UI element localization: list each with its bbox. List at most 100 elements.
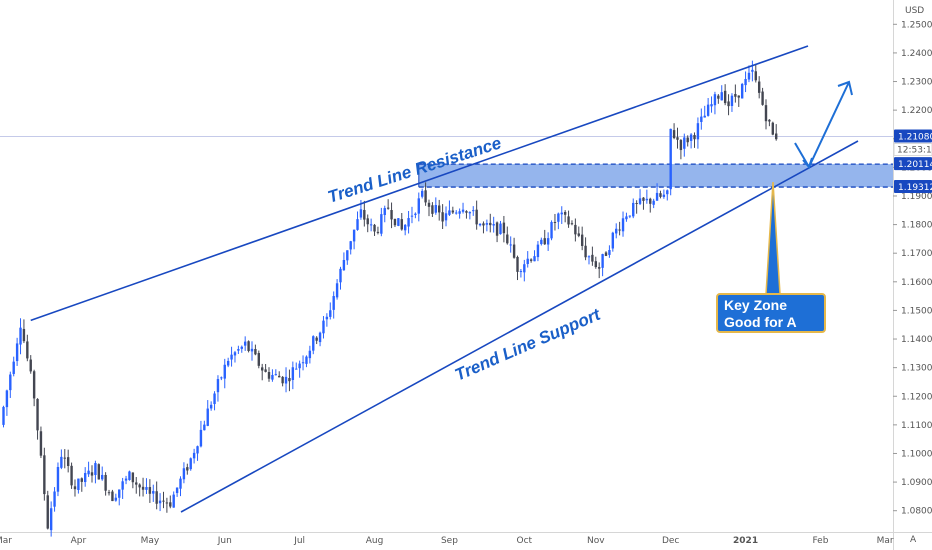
candle-body xyxy=(557,213,560,222)
candle-body xyxy=(175,487,179,494)
candle-body xyxy=(420,190,424,197)
candle-body xyxy=(611,232,615,249)
candle-body xyxy=(322,320,325,334)
candle-body xyxy=(346,250,349,261)
candle-body xyxy=(540,239,543,245)
candle-body xyxy=(376,231,380,233)
candle-body xyxy=(366,218,369,225)
candle-body xyxy=(131,472,135,483)
candle-body xyxy=(403,224,407,231)
candle-body xyxy=(237,349,240,351)
candle-body xyxy=(533,256,536,262)
candle-body xyxy=(740,83,744,99)
resistance-trendline xyxy=(30,45,809,322)
candle-body xyxy=(5,390,9,408)
candle-body xyxy=(315,337,318,341)
x-tick-label: Sep xyxy=(441,536,458,546)
candle-body xyxy=(574,224,577,235)
candle-body xyxy=(669,128,672,190)
currency-label: USD xyxy=(905,6,924,16)
candle-body xyxy=(19,327,22,345)
candle-body xyxy=(734,94,737,97)
y-tick-label: 1.16000 xyxy=(901,278,932,288)
candle-body xyxy=(261,367,264,371)
candle-body xyxy=(230,354,233,360)
candle-body xyxy=(36,398,39,431)
pullback-arrowhead xyxy=(802,157,813,169)
y-tick-label: 1.25000 xyxy=(901,20,932,30)
candle-body xyxy=(584,245,587,258)
candle-body xyxy=(744,79,747,86)
candle-body xyxy=(478,223,482,226)
candle-body xyxy=(771,122,775,135)
candle-body xyxy=(696,123,700,140)
candle-body xyxy=(683,137,686,149)
candle-body xyxy=(455,212,458,214)
x-tick-label: Oct xyxy=(517,536,533,546)
candle-body xyxy=(162,500,165,502)
candle-body xyxy=(247,341,250,352)
y-tick-label: 1.14000 xyxy=(901,335,932,345)
candle-body xyxy=(104,474,107,491)
support-trendline xyxy=(180,140,859,513)
candle-body xyxy=(49,508,53,531)
candle-body xyxy=(543,238,546,245)
candle-body xyxy=(580,234,584,246)
candle-body xyxy=(12,361,15,374)
last-price-tag-bg xyxy=(894,129,932,143)
candle-body xyxy=(298,363,301,369)
candle-body xyxy=(111,491,114,502)
candle-body xyxy=(482,223,485,226)
candle-body xyxy=(312,336,315,351)
candle-body xyxy=(516,256,519,272)
zone-upper-tag-bg xyxy=(894,157,932,171)
candle-body xyxy=(693,135,696,140)
candle-body xyxy=(560,212,563,215)
candle-body xyxy=(448,210,451,215)
candle-body xyxy=(601,254,604,268)
candle-body xyxy=(632,202,635,217)
candle-body xyxy=(342,259,346,271)
candle-body xyxy=(141,486,145,490)
candle-body xyxy=(271,374,274,380)
candle-body xyxy=(563,211,567,215)
candle-body xyxy=(318,332,322,343)
candle-body xyxy=(754,71,757,81)
time-axis[interactable]: Mar Apr May Jun Jul Aug Sep Oct Nov Dec 2021 Feb Mar xyxy=(0,536,894,546)
candle-body xyxy=(628,215,632,217)
candle-body xyxy=(499,223,502,235)
candle-body xyxy=(278,375,281,378)
candle-body xyxy=(506,234,509,244)
candle-body xyxy=(301,362,305,364)
candle-body xyxy=(686,137,689,143)
candle-body xyxy=(444,213,448,221)
candle-body xyxy=(264,369,267,372)
zone-upper-tag: 1.20114 xyxy=(898,160,932,170)
candle-body xyxy=(325,316,329,320)
candle-body xyxy=(254,349,257,355)
candle-body xyxy=(672,130,676,139)
candle-body xyxy=(638,198,642,204)
candle-body xyxy=(761,91,764,105)
plot-background xyxy=(0,0,893,532)
candle-body xyxy=(523,264,526,273)
x-tick-label: Jun xyxy=(217,536,232,546)
candle-body xyxy=(502,222,506,234)
auto-scale-button[interactable]: A xyxy=(910,535,917,545)
candle-body xyxy=(472,210,475,212)
candle-body xyxy=(495,222,499,236)
candle-body xyxy=(768,119,771,122)
candle-body xyxy=(83,472,87,483)
candle-body xyxy=(591,254,594,262)
candle-body xyxy=(63,457,66,459)
candle-body xyxy=(349,241,352,250)
candle-body xyxy=(369,224,373,226)
candle-body xyxy=(553,221,557,223)
price-axis[interactable]: 1.250001.240001.230001.220001.210001.200… xyxy=(893,6,932,517)
candle-body xyxy=(22,328,26,342)
candle-body xyxy=(329,310,332,317)
candle-body xyxy=(196,446,199,454)
projection-arrowhead xyxy=(837,80,853,96)
